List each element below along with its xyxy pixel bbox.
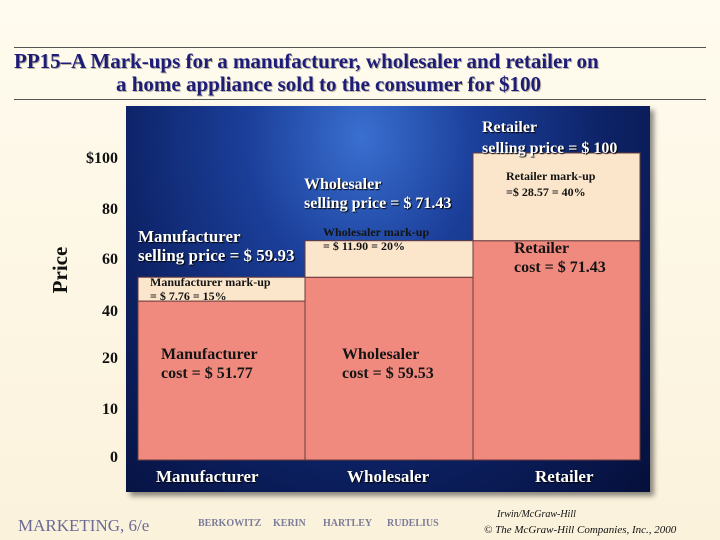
manufacturer-price-label: Manufacturer selling price = $ 59.93 — [138, 227, 295, 265]
category-label-wholesaler: Wholesaler — [347, 467, 430, 486]
manufacturer-cost-line-1: Manufacturer — [161, 346, 258, 363]
y-tick-80: 80 — [102, 201, 118, 218]
manufacturer-markup-label: Manufacturer mark-up = $ 7.76 = 15% — [150, 275, 271, 303]
course-title: MARKETING, 6/e — [18, 516, 150, 535]
y-tick-40: 40 — [102, 303, 118, 320]
wholesaler-markup-label: Wholesaler mark-up = $ 11.90 = 20% — [323, 225, 429, 253]
retailer-cost-label: Retailer cost = $ 71.43 — [514, 239, 606, 277]
wholesaler-markup-line-1: Wholesaler mark-up — [323, 225, 430, 239]
wholesaler-price-line-1: Wholesaler — [304, 176, 382, 193]
publisher-line-1: Irwin/McGraw-Hill — [497, 509, 576, 520]
wholesaler-markup-line-2: = $ 11.90 = 20% — [323, 239, 406, 253]
wholesaler-price-line-2: selling price = $ 71.43 — [304, 195, 452, 212]
wholesaler-price-label: Wholesaler selling price = $ 71.43 — [304, 175, 451, 213]
bar-retailer-markup — [472, 152, 641, 242]
manufacturer-markup-line-2: = $ 7.76 = 15% — [150, 289, 227, 303]
author-3: HARTLEY — [323, 518, 373, 529]
retailer-markup-label: Retailer mark-up =$ 28.57 = 40% — [506, 168, 595, 200]
title-line-2: a home appliance sold to the consumer fo… — [116, 72, 542, 96]
bar-manufacturer-cost — [137, 300, 306, 461]
author-2: KERIN — [273, 518, 306, 529]
retailer-cost-line-1: Retailer — [514, 240, 570, 257]
wholesaler-cost-line-2: cost = $ 59.53 — [342, 365, 434, 382]
bar-retailer-cost — [472, 240, 641, 461]
retailer-price-label: Retailer selling price = $ 100 — [482, 117, 617, 159]
y-tick-60: 60 — [102, 251, 118, 268]
wholesaler-cost-line-1: Wholesaler — [342, 346, 420, 363]
manufacturer-cost-line-2: cost = $ 51.77 — [161, 365, 253, 382]
retailer-cost-line-2: cost = $ 71.43 — [514, 259, 606, 276]
retailer-price-line-2: selling price = $ 100 — [482, 140, 618, 157]
manufacturer-price-line-2: selling price = $ 59.93 — [138, 246, 295, 265]
y-tick-20: 20 — [102, 350, 118, 367]
y-tick-10: 10 — [102, 401, 118, 418]
y-tick-0: 0 — [110, 449, 118, 466]
page-title: PP15–A Mark-ups for a manufacturer, whol… — [14, 50, 706, 96]
retailer-markup-line-1: Retailer mark-up — [506, 169, 596, 183]
retailer-price-line-1: Retailer — [482, 119, 538, 136]
manufacturer-price-line-1: Manufacturer — [138, 227, 241, 246]
category-label-retailer: Retailer — [535, 467, 594, 486]
author-1: BERKOWITZ — [198, 518, 262, 529]
bar-wholesaler-cost — [304, 276, 474, 461]
bar-wholesaler-markup — [304, 240, 474, 278]
title-rule-bottom — [14, 99, 706, 100]
y-tick-100: $100 — [86, 150, 118, 167]
publisher-line-2: © The McGraw-Hill Companies, Inc., 2000 — [484, 524, 677, 536]
y-axis-label: Price — [48, 246, 72, 294]
title-line-1: PP15–A Mark-ups for a manufacturer, whol… — [14, 49, 599, 73]
category-label-manufacturer: Manufacturer — [156, 467, 259, 486]
wholesaler-cost-label: Wholesaler cost = $ 59.53 — [342, 345, 434, 383]
manufacturer-cost-label: Manufacturer cost = $ 51.77 — [161, 345, 258, 383]
title-rule-top — [14, 47, 706, 48]
retailer-markup-line-2: =$ 28.57 = 40% — [506, 185, 586, 199]
manufacturer-markup-line-1: Manufacturer mark-up — [150, 275, 271, 289]
author-4: RUDELIUS — [387, 518, 439, 529]
